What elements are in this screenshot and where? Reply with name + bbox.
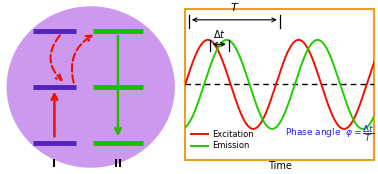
- Text: Emission: Emission: [212, 141, 249, 150]
- FancyBboxPatch shape: [185, 9, 374, 160]
- Text: I: I: [53, 159, 56, 169]
- Text: $T$: $T$: [229, 1, 239, 13]
- Text: Excitation: Excitation: [212, 130, 253, 139]
- Text: Phase angle  $\varphi = \dfrac{\Delta t}{T}$: Phase angle $\varphi = \dfrac{\Delta t}{…: [285, 123, 375, 144]
- Text: $\Delta t$: $\Delta t$: [213, 28, 226, 40]
- Text: Time: Time: [268, 161, 292, 171]
- Circle shape: [7, 7, 174, 167]
- Text: II: II: [114, 159, 122, 169]
